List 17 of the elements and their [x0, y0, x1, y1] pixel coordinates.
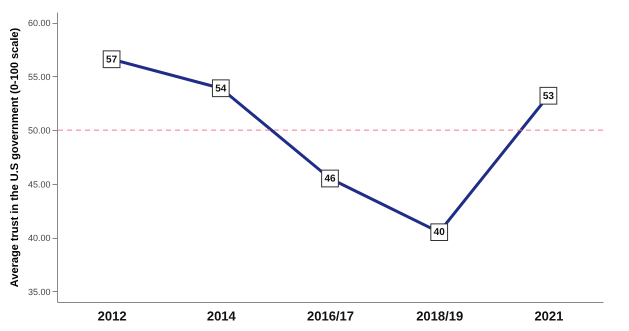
x-tick-label: 2016/17: [307, 308, 354, 324]
data-label: 57: [106, 54, 118, 66]
y-tick-label: 55.00: [28, 72, 50, 82]
y-tick-label: 60.00: [28, 18, 50, 28]
x-tick-label: 2021: [534, 308, 564, 324]
y-axis-title: Average trust in the U.S government (0-100 scale): [8, 27, 21, 288]
x-tick-label: 2012: [98, 308, 127, 324]
x-tick-label: 2018/19: [416, 308, 464, 324]
x-tick-label: 2014: [206, 308, 237, 324]
data-label: 46: [324, 173, 336, 184]
y-tick-label: 45.00: [28, 179, 50, 190]
y-tick-label: 35.00: [28, 286, 50, 297]
y-tick-label: 40.00: [28, 233, 50, 244]
data-label: 54: [215, 83, 227, 94]
data-label: 40: [434, 227, 446, 238]
y-tick-label: 50.00: [28, 126, 50, 136]
data-label: 53: [542, 90, 554, 102]
